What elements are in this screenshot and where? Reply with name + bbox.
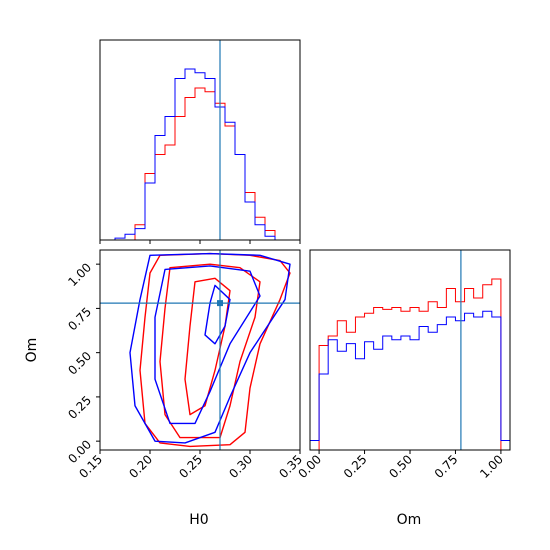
contour-blue-0	[129, 252, 291, 444]
x-axis-label-om: Om	[397, 512, 422, 528]
h0-x-tick-label-1: 0.20	[126, 452, 155, 481]
contour-blue-1	[154, 265, 261, 425]
om-y-tick-label-3: 0.75	[65, 305, 94, 334]
om-marginal-panel: 0.00 0.25 0.50 0.75 1.00	[295, 249, 511, 481]
om-x-tick-label-1: 0.25	[341, 452, 370, 481]
h0-marginal-frame	[99, 39, 301, 241]
om-x-tick-label-4: 1.00	[477, 452, 506, 481]
contour-truth-marker	[217, 300, 223, 307]
contour-group	[129, 252, 291, 448]
contour-red-2	[184, 277, 231, 416]
om-marginal-frame	[309, 249, 511, 451]
x-axis-label-h0: H0	[189, 512, 208, 528]
y-axis-label-om: Om	[24, 338, 40, 363]
om-x-tick-label-0: 0.00	[295, 452, 324, 481]
h0-marginal-panel	[99, 39, 301, 244]
om-y-tick-label-2: 0.50	[65, 349, 94, 378]
h0-hist-red	[105, 87, 295, 241]
h0-x-tick-label-2: 0.25	[176, 452, 205, 481]
om-x-tick-label-2: 0.50	[386, 452, 415, 481]
h0-hist-blue	[105, 68, 295, 241]
om-x-tick-label-3: 0.75	[432, 452, 461, 481]
om-y-tick-label-1: 0.25	[65, 393, 94, 422]
om-y-tick-label-4: 1.00	[65, 260, 94, 289]
om-hist-red	[310, 278, 510, 451]
h0-om-contour-panel: 0.15 0.20 0.25 0.30 0.350.000.250.500.751.00	[65, 249, 305, 481]
om-hist-blue	[309, 310, 511, 450]
contour-red-1	[159, 263, 261, 439]
h0-x-tick-label-3: 0.30	[226, 452, 255, 481]
